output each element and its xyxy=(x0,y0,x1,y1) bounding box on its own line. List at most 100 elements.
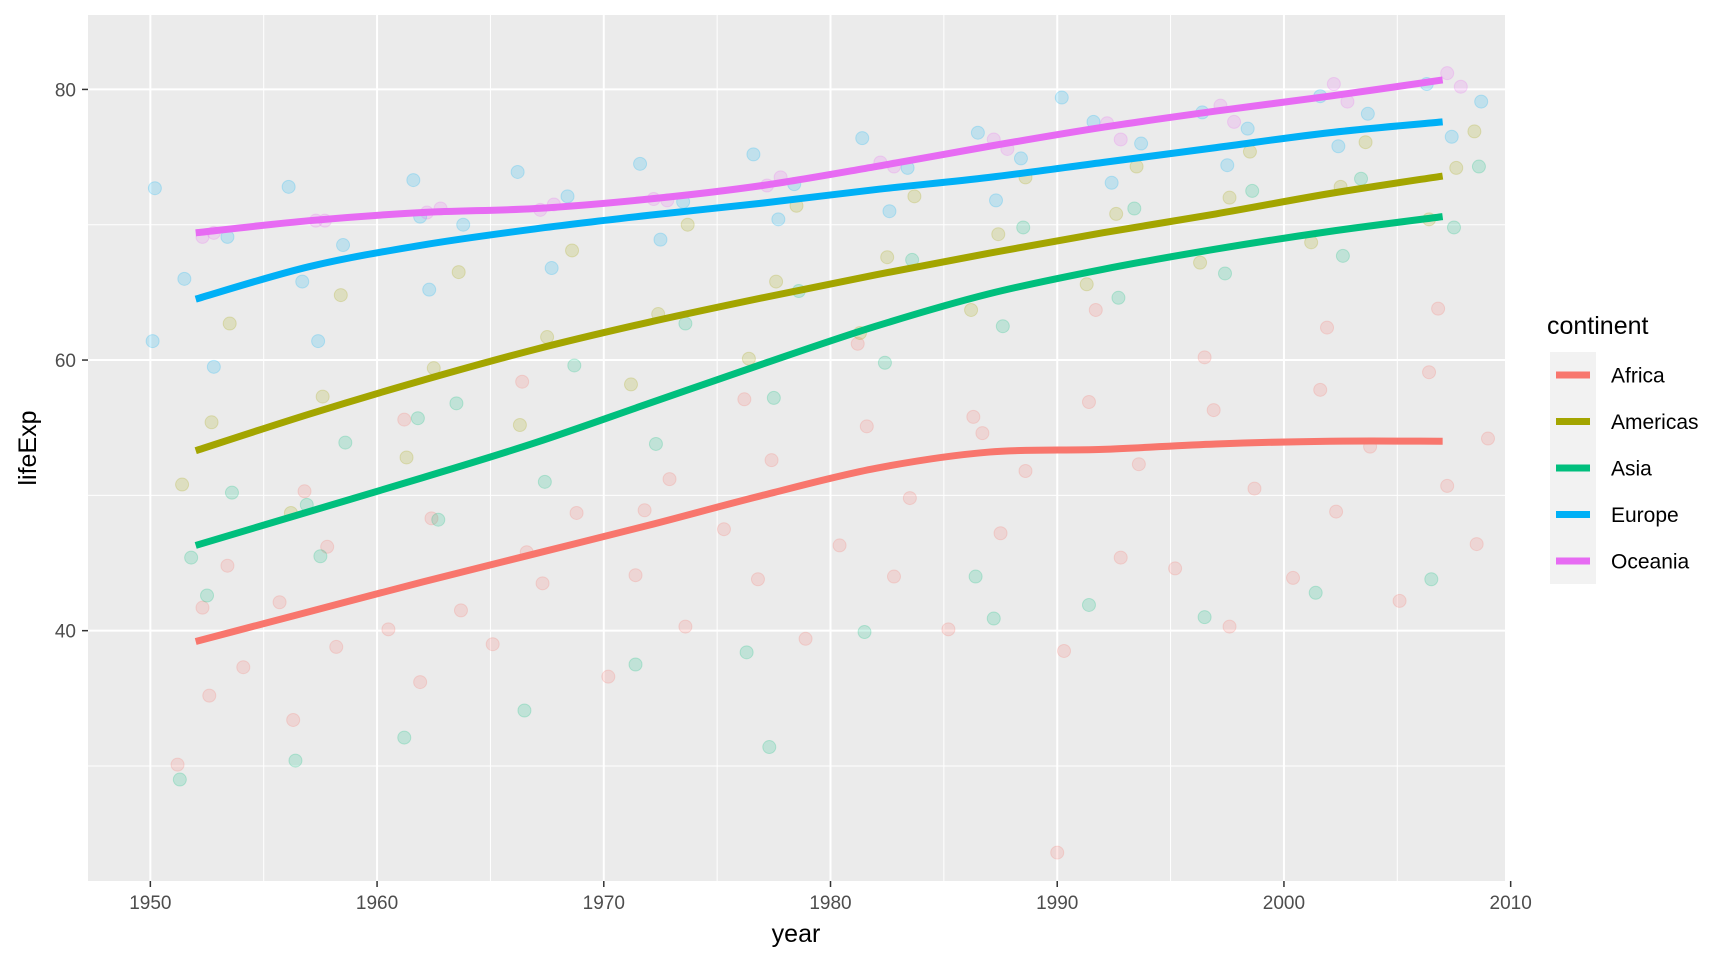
legend-label-asia: Asia xyxy=(1611,458,1652,481)
legend: continent Africa Americas Asia Europe Oceani… xyxy=(1547,312,1699,584)
data-point-africa xyxy=(397,412,412,427)
data-point-oceania xyxy=(1113,132,1128,147)
data-point-americas xyxy=(204,415,219,430)
data-point-africa xyxy=(662,472,677,487)
smooth-line-asia xyxy=(194,213,1444,549)
data-point-asia xyxy=(986,611,1001,626)
data-point-americas xyxy=(1079,277,1094,292)
data-point-africa xyxy=(1286,570,1301,585)
data-point-africa xyxy=(453,603,468,618)
data-point-oceania xyxy=(1326,77,1341,92)
data-point-asia xyxy=(288,753,303,768)
data-point-europe xyxy=(882,204,897,219)
data-point-africa xyxy=(485,637,500,652)
data-point-africa xyxy=(1081,394,1096,409)
data-point-asia xyxy=(397,730,412,745)
data-point-europe xyxy=(281,179,296,194)
data-point-americas xyxy=(399,450,414,465)
data-point-asia xyxy=(628,657,643,672)
data-point-africa xyxy=(859,419,874,434)
y-axis-title: lifeExp xyxy=(14,410,42,485)
x-tick-label: 2010 xyxy=(1490,893,1532,914)
smooth-line-oceania xyxy=(195,76,1444,237)
data-point-asia xyxy=(1446,220,1461,235)
data-point-africa xyxy=(750,572,765,587)
data-point-africa xyxy=(1088,302,1103,317)
data-point-asia xyxy=(857,625,872,640)
data-point-europe xyxy=(1360,106,1375,121)
data-point-asia xyxy=(762,740,777,755)
data-point-americas xyxy=(964,302,979,317)
data-point-africa xyxy=(941,622,956,637)
data-point-americas xyxy=(315,389,330,404)
data-point-africa xyxy=(764,453,779,468)
data-point-asia xyxy=(1197,610,1212,625)
smooth-lines-layer xyxy=(194,76,1444,645)
data-point-africa xyxy=(329,639,344,654)
data-point-africa xyxy=(535,576,550,591)
axis-tick-labels: 1950 1960 1970 1980 1990 2000 2010 40 60 80 xyxy=(55,80,1532,914)
data-point-asia xyxy=(766,390,781,405)
data-point-europe xyxy=(633,156,648,171)
data-point-asia xyxy=(678,316,693,331)
data-point-africa xyxy=(716,522,731,537)
data-point-africa xyxy=(1313,382,1328,397)
data-point-americas xyxy=(512,417,527,432)
data-point-africa xyxy=(1168,561,1183,576)
data-point-africa xyxy=(202,688,217,703)
data-point-europe xyxy=(970,125,985,140)
data-point-asia xyxy=(1308,585,1323,600)
data-point-americas xyxy=(907,189,922,204)
data-point-americas xyxy=(540,330,555,345)
x-axis-title: year xyxy=(772,920,821,948)
data-point-asia xyxy=(1111,290,1126,305)
data-point-asia xyxy=(1335,248,1350,263)
data-point-africa xyxy=(737,392,752,407)
legend-label-europe: Europe xyxy=(1611,504,1679,527)
data-point-europe xyxy=(406,173,421,188)
legend-label-africa: Africa xyxy=(1611,365,1665,388)
x-tick-label: 1990 xyxy=(1036,893,1078,914)
x-tick-label: 2000 xyxy=(1263,893,1305,914)
data-point-africa xyxy=(798,631,813,646)
data-point-oceania xyxy=(1453,79,1468,94)
data-point-asia xyxy=(517,703,532,718)
data-point-africa xyxy=(381,622,396,637)
data-point-africa xyxy=(975,426,990,441)
data-point-africa xyxy=(195,600,210,615)
x-tick-label: 1980 xyxy=(809,893,851,914)
data-point-asia xyxy=(1016,220,1031,235)
y-tick-label: 60 xyxy=(55,351,76,372)
data-point-africa xyxy=(886,569,901,584)
data-point-asia xyxy=(1081,597,1096,612)
data-point-africa xyxy=(678,619,693,634)
data-point-americas xyxy=(1109,206,1124,221)
data-point-africa xyxy=(1206,403,1221,418)
legend-title: continent xyxy=(1547,312,1649,340)
data-point-asia xyxy=(1218,266,1233,281)
data-point-asia xyxy=(184,550,199,565)
data-point-europe xyxy=(145,334,160,349)
data-point-africa xyxy=(966,409,981,424)
data-point-africa xyxy=(1057,643,1072,658)
data-point-europe xyxy=(1331,139,1346,154)
data-point-americas xyxy=(1467,124,1482,139)
legend-label-oceania: Oceania xyxy=(1611,551,1690,574)
data-point-africa xyxy=(1480,431,1495,446)
data-point-americas xyxy=(333,288,348,303)
data-point-africa xyxy=(1422,365,1437,380)
data-point-europe xyxy=(206,359,221,374)
legend-items: Africa Americas Asia Europe Oceania xyxy=(1556,365,1699,574)
data-point-africa xyxy=(1329,504,1344,519)
data-point-africa xyxy=(1197,350,1212,365)
data-point-asia xyxy=(410,411,425,426)
data-point-africa xyxy=(601,669,616,684)
data-point-europe xyxy=(746,147,761,162)
smooth-line-europe xyxy=(194,118,1443,303)
data-point-europe xyxy=(1444,129,1459,144)
data-point-americas xyxy=(680,217,695,232)
data-point-africa xyxy=(1050,845,1065,860)
data-point-asia xyxy=(224,485,239,500)
data-point-americas xyxy=(222,316,237,331)
